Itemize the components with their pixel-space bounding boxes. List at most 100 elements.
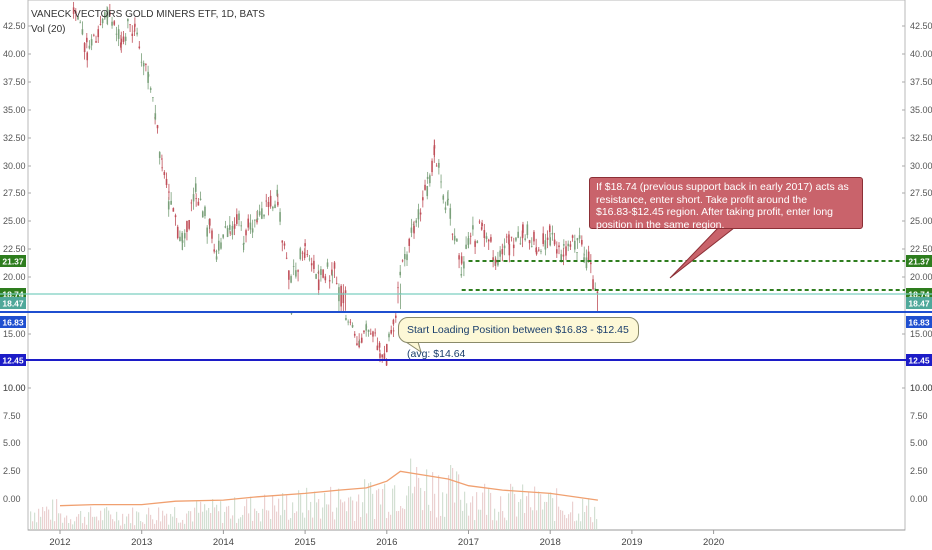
candle-body: [558, 245, 560, 248]
candle-body: [530, 246, 533, 247]
volume-bar: [552, 498, 554, 530]
volume-bar: [186, 513, 188, 530]
candle-body: [472, 225, 474, 230]
candle-body: [95, 41, 97, 43]
volume-bar: [530, 507, 532, 530]
candle-body: [446, 199, 449, 206]
volume-bar: [340, 499, 342, 530]
candle-body: [138, 46, 141, 49]
chart-title: VANECK VECTORS GOLD MINERS ETF, 1D, BATS: [31, 9, 265, 20]
volume-bar: [482, 492, 484, 530]
candle-body: [247, 218, 250, 228]
candle-body: [365, 326, 368, 328]
candle-body: [562, 254, 565, 257]
volume-bar: [198, 512, 200, 530]
candle-body: [249, 222, 252, 230]
volume-bar: [470, 502, 472, 530]
volume-bar: [440, 515, 442, 530]
volume-bar: [524, 513, 526, 530]
volume-bar: [514, 493, 516, 530]
candle-body: [549, 237, 551, 246]
volume-bar: [584, 512, 586, 530]
volume-bar: [534, 486, 536, 530]
candle-body: [170, 200, 172, 205]
candle-body: [576, 252, 578, 253]
volume-bar: [506, 520, 508, 530]
price-tick-right: 15.00: [910, 329, 932, 339]
volume-bar: [348, 497, 350, 530]
volume-bar: [318, 499, 320, 530]
candle-body: [578, 235, 581, 239]
volume-bar: [532, 510, 534, 530]
candle-body: [299, 248, 302, 260]
volume-bar: [380, 504, 382, 530]
candle-body: [131, 33, 134, 37]
candle-body: [519, 243, 522, 245]
candle-body: [535, 247, 537, 253]
price-tick-right: 20.00: [910, 272, 932, 282]
candle-body: [258, 211, 261, 216]
candle-body: [385, 359, 388, 366]
candle-body: [277, 201, 279, 206]
volume-bar: [46, 506, 48, 530]
candle-body: [208, 218, 211, 226]
candle-body: [567, 243, 570, 247]
candle-body: [304, 243, 306, 247]
volume-bar: [154, 523, 156, 530]
volume-bar: [518, 502, 520, 530]
candle-body: [546, 237, 549, 240]
candle-body: [256, 218, 258, 223]
volume-bar: [246, 499, 248, 530]
candle-body: [181, 232, 183, 242]
volume-bar: [274, 505, 276, 530]
volume-bar: [408, 486, 410, 530]
candle-body: [90, 39, 93, 46]
volume-bar: [78, 514, 80, 530]
price-tick-right: 22.50: [910, 244, 932, 254]
short-trade-callout: If $18.74 (previous support back in earl…: [589, 177, 863, 231]
volume-bar: [224, 511, 226, 530]
volume-bar: [422, 510, 424, 530]
volume-bar: [50, 519, 52, 530]
volume-bar: [522, 484, 524, 530]
volume-bar: [562, 510, 564, 530]
volume-bar: [232, 515, 234, 530]
volume-bar: [176, 518, 178, 530]
candle-body: [565, 246, 567, 256]
price-tick-right: 27.50: [910, 188, 932, 198]
level-badge-left-text: 18.47: [2, 299, 24, 309]
candle-body: [317, 272, 320, 274]
volume-bar: [48, 509, 50, 530]
x-tick-label: 2016: [376, 537, 397, 548]
price-tick-left: 37.50: [3, 77, 26, 87]
volume-bar: [372, 493, 374, 530]
candle-body: [179, 236, 181, 242]
level-badge-right: [906, 316, 932, 328]
volume-bar: [164, 515, 166, 530]
volume-bar: [396, 511, 398, 530]
candle-body: [349, 321, 352, 323]
candle-body: [372, 331, 374, 337]
candle-body: [295, 270, 297, 277]
candle-body: [358, 341, 361, 343]
candle-body: [72, 7, 75, 14]
candle-body: [172, 208, 175, 212]
candle-body: [401, 260, 404, 262]
candle-body: [140, 61, 143, 63]
volume-bar: [568, 514, 570, 530]
level-badge-left: [0, 316, 26, 328]
volume-bar: [140, 521, 142, 530]
candle-body: [413, 225, 415, 234]
candle-body: [431, 160, 433, 173]
x-tick-label: 2020: [703, 537, 724, 548]
candle-body: [404, 254, 406, 260]
candle-body: [265, 200, 268, 202]
candle-body: [388, 333, 390, 338]
volume-bar: [418, 477, 420, 530]
candle-body: [467, 238, 470, 245]
candle-body: [392, 319, 395, 325]
volume-indicator-label[interactable]: Vol (20): [31, 24, 66, 35]
candle-body: [120, 42, 122, 48]
volume-bar: [152, 519, 154, 530]
